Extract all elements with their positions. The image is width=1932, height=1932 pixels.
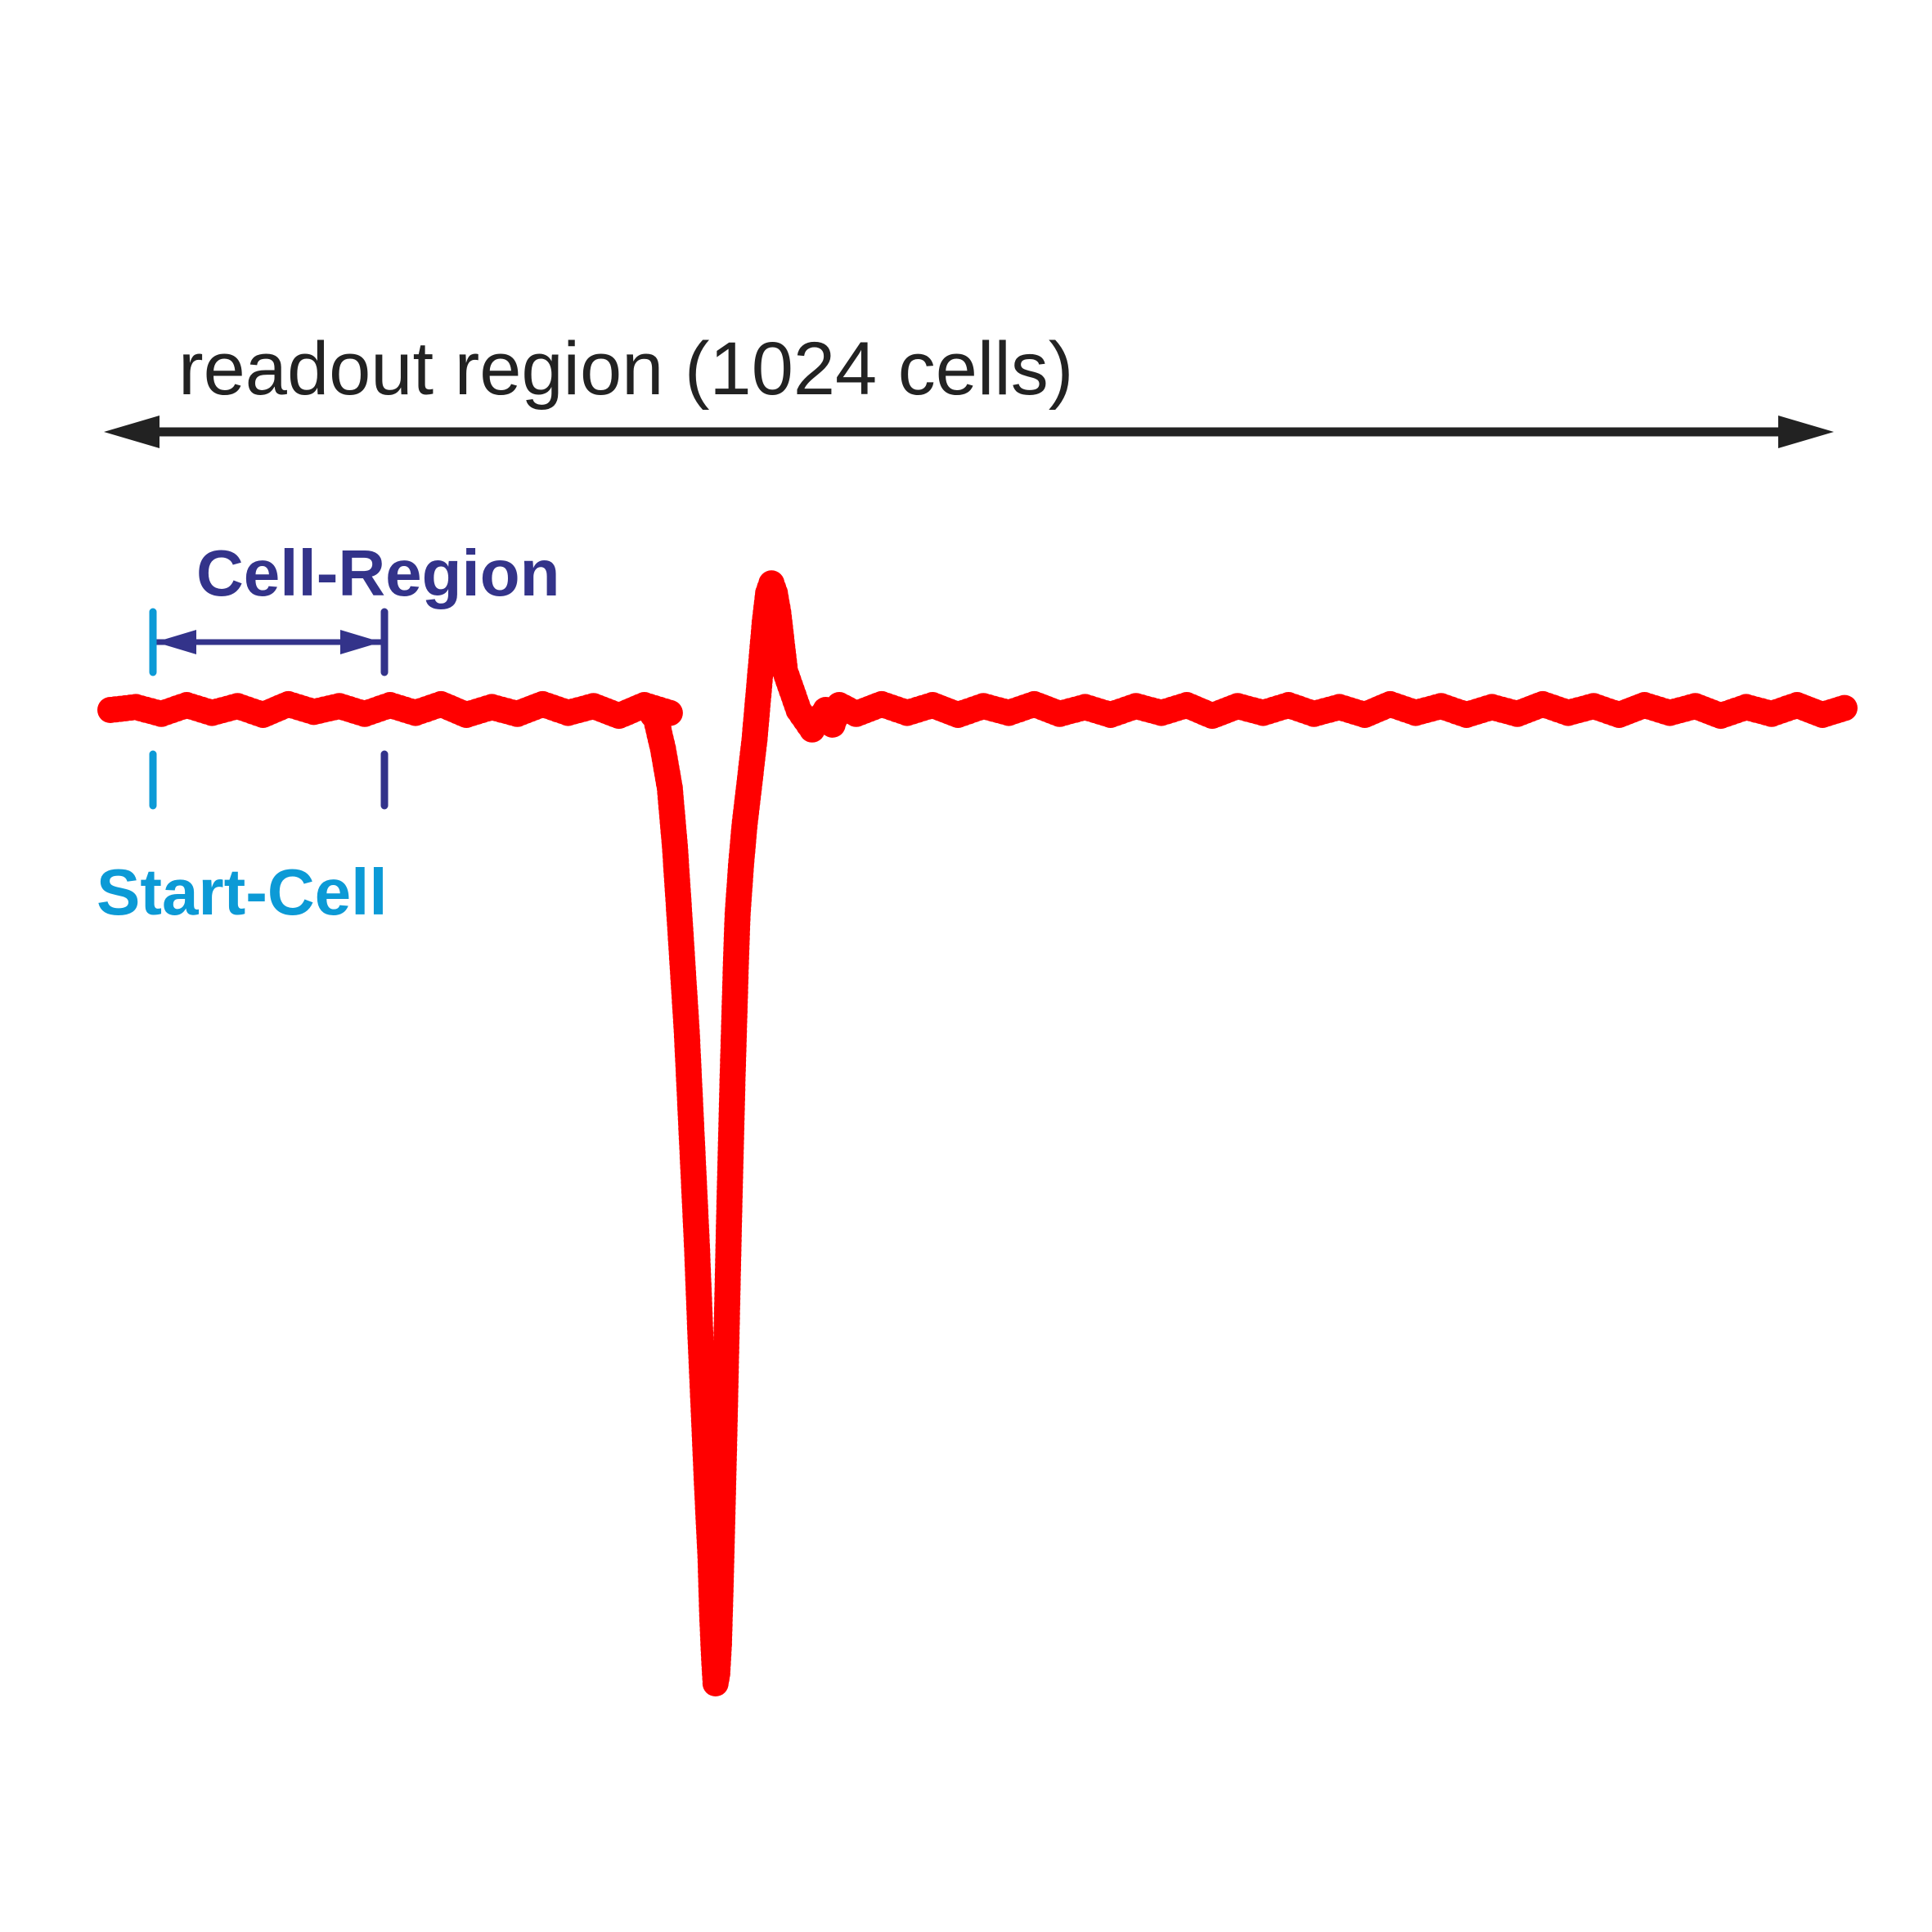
waveform-series <box>97 570 1858 1696</box>
cell-region-arrow-right-head <box>340 630 381 654</box>
readout-region-label: readout region (1024 cells) <box>178 327 1073 411</box>
cell-region-label: Cell-Region <box>196 537 559 609</box>
cell-region-arrow <box>155 608 389 676</box>
start-cell-label: Start-Cell <box>97 856 388 928</box>
cell-region-arrow-left-head <box>155 630 196 654</box>
readout-arrow-right-head <box>1778 416 1834 448</box>
readout-region-arrow <box>104 416 1834 448</box>
readout-arrow-left-head <box>104 416 160 448</box>
waveform-dot <box>1831 694 1858 721</box>
